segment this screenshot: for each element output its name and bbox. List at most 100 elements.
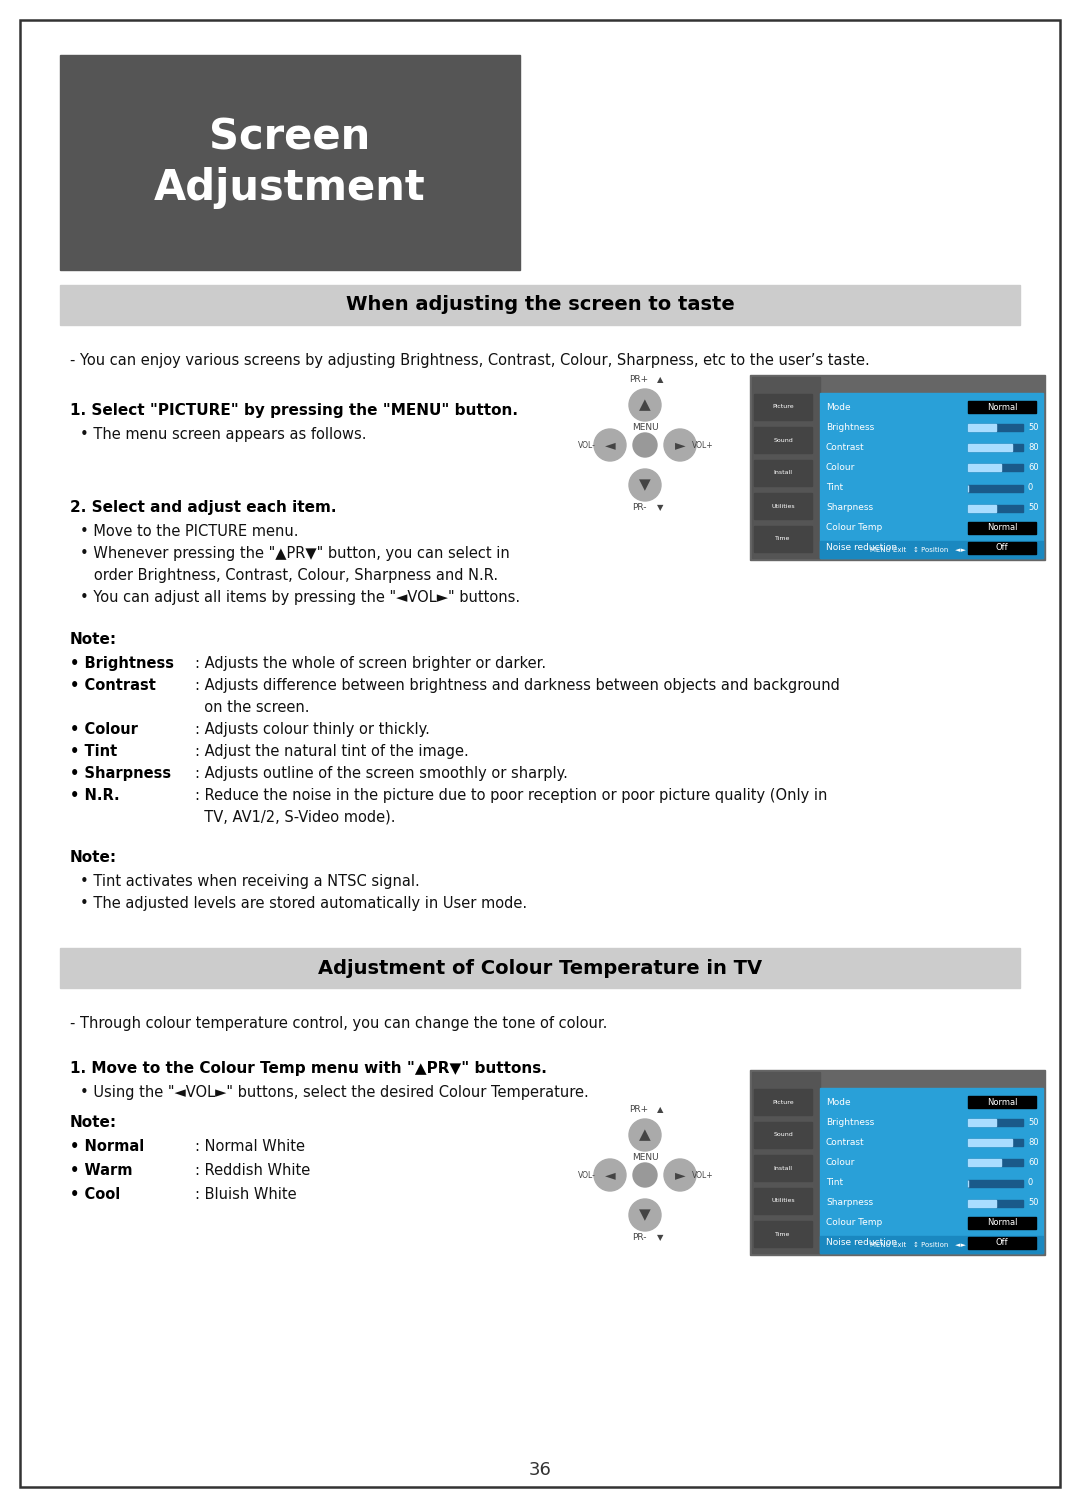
Text: Utilities: Utilities [771,503,795,508]
Bar [968,401,1036,413]
Text: • The menu screen appears as follows.: • The menu screen appears as follows. [80,426,366,442]
Text: Screen
Adjustment: Screen Adjustment [154,116,426,208]
Text: Colour Temp: Colour Temp [826,523,882,532]
Bar [968,1159,1001,1166]
Text: PR+: PR+ [630,375,649,384]
Circle shape [594,429,626,461]
Bar [968,445,1012,451]
Text: : Adjusts outline of the screen smoothly or sharply.: : Adjusts outline of the screen smoothly… [195,766,568,781]
Text: 80: 80 [1028,1138,1039,1147]
Text: 2. Select and adjust each item.: 2. Select and adjust each item. [70,500,337,515]
Text: • The adjusted levels are stored automatically in User mode.: • The adjusted levels are stored automat… [80,897,527,912]
Text: 1. Select "PICTURE" by pressing the "MENU" button.: 1. Select "PICTURE" by pressing the "MEN… [70,402,518,417]
Bar [754,1188,812,1215]
Text: Install: Install [773,470,793,476]
Text: : Normal White: : Normal White [195,1139,305,1154]
Text: 36: 36 [528,1460,552,1478]
Text: MENU: MENU [632,1153,659,1162]
Bar [968,1216,1036,1228]
Bar [754,526,812,552]
Bar [754,1154,812,1181]
Text: Tint: Tint [826,1178,843,1188]
Bar [968,464,1001,472]
Text: • Tint: • Tint [70,744,118,760]
Text: Off: Off [996,544,1009,553]
Text: Colour: Colour [826,1157,855,1166]
Bar [60,54,519,270]
Text: Contrast: Contrast [826,1138,865,1147]
Text: • Brightness: • Brightness [70,656,174,671]
Text: 1. Move to the Colour Temp menu with "▲PR▼" buttons.: 1. Move to the Colour Temp menu with "▲P… [70,1061,546,1076]
Bar [754,426,812,454]
Bar [820,1088,1043,1252]
Circle shape [633,1163,657,1188]
Bar [754,1123,812,1148]
Text: Normal: Normal [987,523,1017,532]
Text: VOL-: VOL- [578,1171,596,1180]
Text: 50: 50 [1028,1118,1039,1127]
Bar [968,1237,1036,1249]
Text: : Bluish White: : Bluish White [195,1188,297,1203]
Text: Colour: Colour [826,463,855,472]
Text: Note:: Note: [70,631,117,647]
Bar [968,1159,1023,1166]
Text: : Reddish White: : Reddish White [195,1163,310,1178]
Circle shape [664,429,696,461]
Text: Mode: Mode [826,402,851,411]
Text: • Using the "◄VOL►" buttons, select the desired Colour Temperature.: • Using the "◄VOL►" buttons, select the … [80,1085,589,1100]
Text: Note:: Note: [70,850,117,865]
Bar [968,423,1023,431]
Bar [754,393,812,420]
Circle shape [664,1159,696,1191]
Text: Picture: Picture [772,1100,794,1105]
Text: 60: 60 [1028,463,1039,472]
Text: • N.R.: • N.R. [70,788,120,803]
Bar [750,375,1045,561]
Text: ▼: ▼ [657,503,663,512]
Text: ▲: ▲ [657,1106,663,1115]
Text: : Adjusts difference between brightness and darkness between objects and backgro: : Adjusts difference between brightness … [195,678,840,693]
Text: Time: Time [775,1231,791,1237]
Text: Adjustment of Colour Temperature in TV: Adjustment of Colour Temperature in TV [318,958,762,978]
Text: 50: 50 [1028,422,1039,431]
Text: Noise reduction: Noise reduction [826,544,897,553]
Text: ▼: ▼ [639,1207,651,1222]
Text: Brightness: Brightness [826,422,874,431]
Text: When adjusting the screen to taste: When adjusting the screen to taste [346,295,734,315]
Text: Sound: Sound [773,437,793,443]
Bar [820,393,1043,558]
Bar [968,445,1023,451]
Circle shape [629,1200,661,1231]
Bar [968,464,1023,472]
Text: PR-: PR- [632,503,646,512]
Text: Sound: Sound [773,1132,793,1138]
Text: ►: ► [675,439,686,452]
Text: • Tint activates when receiving a NTSC signal.: • Tint activates when receiving a NTSC s… [80,874,420,889]
Text: : Adjust the natural tint of the image.: : Adjust the natural tint of the image. [195,744,469,760]
Text: : Adjusts the whole of screen brighter or darker.: : Adjusts the whole of screen brighter o… [195,656,546,671]
Text: Utilities: Utilities [771,1198,795,1204]
Circle shape [629,389,661,420]
Text: MENU Exit   ↕ Position   ◄► Access: MENU Exit ↕ Position ◄► Access [870,547,993,553]
Text: 50: 50 [1028,1198,1039,1207]
Text: on the screen.: on the screen. [195,699,310,714]
Text: Brightness: Brightness [826,1118,874,1127]
Bar [820,1236,1043,1252]
Text: 50: 50 [1028,503,1039,512]
Text: - Through colour temperature control, you can change the tone of colour.: - Through colour temperature control, yo… [70,1016,607,1031]
Text: Sharpness: Sharpness [826,1198,873,1207]
Text: TV, AV1/2, S-Video mode).: TV, AV1/2, S-Video mode). [195,809,395,824]
Bar [754,493,812,518]
Bar [968,1200,1023,1207]
Text: : Adjusts colour thinly or thickly.: : Adjusts colour thinly or thickly. [195,722,430,737]
Text: PR+: PR+ [630,1106,649,1115]
Bar [968,543,1036,555]
Text: MENU Exit   ↕ Position   ◄► Access: MENU Exit ↕ Position ◄► Access [870,1242,993,1248]
Text: VOL+: VOL+ [692,440,714,449]
Text: Tint: Tint [826,484,843,493]
Text: • Cool: • Cool [70,1188,120,1203]
Text: ▲: ▲ [639,398,651,413]
Text: • Normal: • Normal [70,1139,145,1154]
Bar [60,948,1020,989]
Text: Colour Temp: Colour Temp [826,1218,882,1227]
